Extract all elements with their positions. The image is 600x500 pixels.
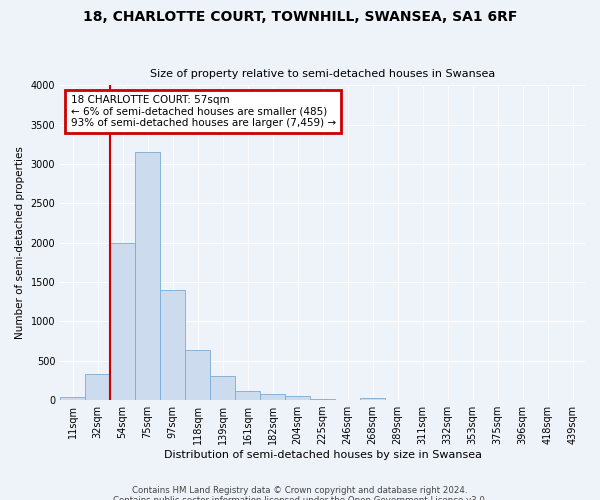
Bar <box>310 398 335 400</box>
Bar <box>285 396 310 400</box>
Bar <box>360 398 385 400</box>
Bar <box>85 374 110 400</box>
Bar <box>160 290 185 400</box>
Bar <box>260 394 285 400</box>
Bar <box>135 152 160 400</box>
Title: Size of property relative to semi-detached houses in Swansea: Size of property relative to semi-detach… <box>150 69 495 79</box>
X-axis label: Distribution of semi-detached houses by size in Swansea: Distribution of semi-detached houses by … <box>164 450 482 460</box>
Bar <box>185 350 210 400</box>
Bar <box>210 376 235 400</box>
Bar <box>60 397 85 400</box>
Text: Contains public sector information licensed under the Open Government Licence v3: Contains public sector information licen… <box>113 496 487 500</box>
Text: Contains HM Land Registry data © Crown copyright and database right 2024.: Contains HM Land Registry data © Crown c… <box>132 486 468 495</box>
Bar <box>235 391 260 400</box>
Text: 18 CHARLOTTE COURT: 57sqm
← 6% of semi-detached houses are smaller (485)
93% of : 18 CHARLOTTE COURT: 57sqm ← 6% of semi-d… <box>71 95 336 128</box>
Bar <box>110 244 135 400</box>
Text: 18, CHARLOTTE COURT, TOWNHILL, SWANSEA, SA1 6RF: 18, CHARLOTTE COURT, TOWNHILL, SWANSEA, … <box>83 10 517 24</box>
Y-axis label: Number of semi-detached properties: Number of semi-detached properties <box>15 146 25 339</box>
